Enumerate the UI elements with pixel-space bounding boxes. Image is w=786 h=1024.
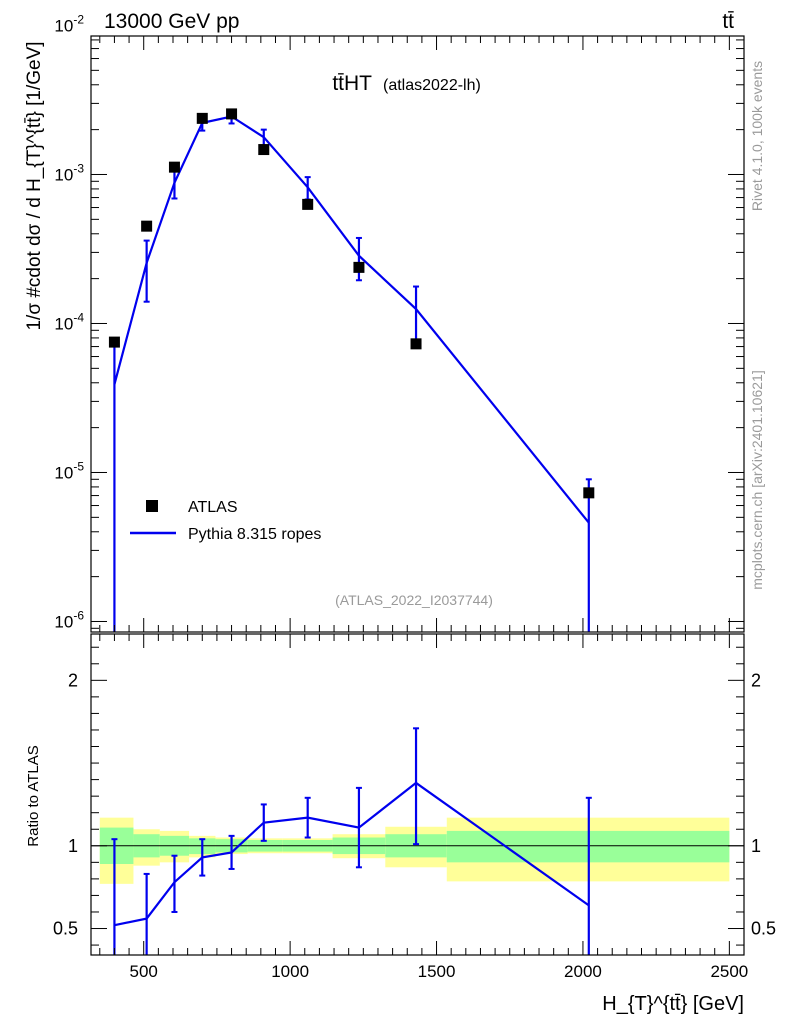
process-label: tt̄ [722,10,734,33]
main-title: tt̄HT [332,72,372,95]
x-axis-label: H_{T}^{tt̄} [GeV] [602,993,744,1015]
atlas-data-point [168,161,180,173]
legend-label-pythia: Pythia 8.315 ropes [188,526,321,543]
mcplots-label: mcplots.cern.ch [arXiv:2401.10621] [749,370,765,589]
ratio-y-tick-label-left: 0.5 [53,919,78,939]
atlas-data-point [353,261,365,273]
pythia-line [113,115,590,524]
ratio-y-tick-label-left: 2 [68,670,78,690]
main-title-note: (atlas2022-lh) [383,77,481,94]
ratio-y-tick-label-right: 0.5 [751,919,776,939]
x-tick-label: 1500 [418,962,456,981]
legend-marker-atlas [146,500,158,512]
atlas-data-point [410,338,422,350]
energy-label: 13000 GeV pp [104,10,239,33]
main-plot-frame [90,35,745,633]
ratio-y-tick-label-right: 2 [751,670,761,690]
atlas-data-point [583,487,595,499]
main-y-tick-label: 10-2 [54,12,84,35]
atlas-data-point [141,220,153,232]
ratio-y-tick-label-left: 1 [68,836,78,856]
ratio-plot-frame [90,633,745,956]
main-y-tick-label: 10-4 [54,310,84,333]
atlas-data-point [258,144,270,156]
atlas-data-point [108,336,120,348]
ratio-y-axis-label: Ratio to ATLAS [25,745,42,846]
main-y-tick-label: 10-3 [54,161,84,184]
x-tick-label: 2500 [710,962,748,981]
ratio-y-tick-label-right: 1 [751,836,761,856]
legend: ATLAS Pythia 8.315 ropes [130,499,321,543]
x-tick-label: 500 [130,962,158,981]
rivet-version-label: Rivet 4.1.0, 100k events [749,61,765,211]
x-tick-label: 2000 [564,962,602,981]
main-y-tick-label: 10-6 [54,608,84,631]
main-y-axis-label: 1/σ #cdot dσ / d H_{T}^{tt̄} [1/GeV] [24,41,45,330]
analysis-watermark: (ATLAS_2022_I2037744) [335,592,493,608]
legend-label-atlas: ATLAS [188,499,238,516]
ratio-pythia-line [114,781,590,927]
main-y-tick-label: 10-5 [54,459,84,482]
atlas-data-point [226,108,238,120]
atlas-data-point [196,112,208,124]
atlas-data-point [302,198,314,210]
x-tick-label: 1000 [271,962,309,981]
